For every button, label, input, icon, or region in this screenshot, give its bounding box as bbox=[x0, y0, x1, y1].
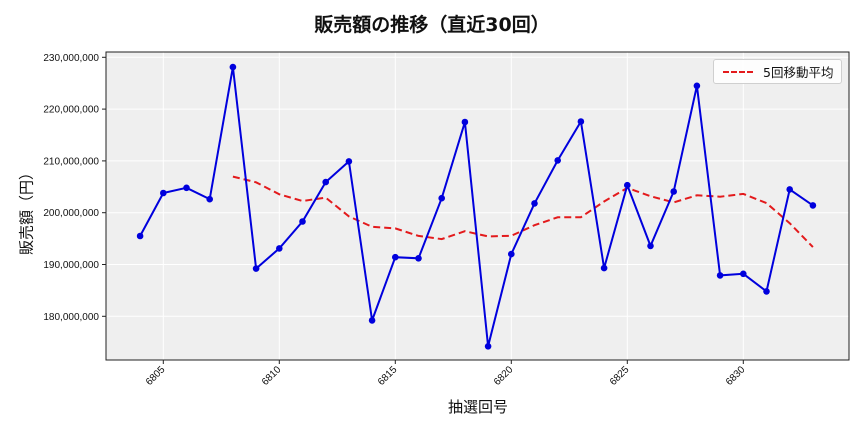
data-point bbox=[160, 189, 167, 197]
legend-label-moving-average: 5回移動平均 bbox=[763, 65, 834, 80]
data-point bbox=[206, 195, 213, 203]
data-point bbox=[438, 194, 446, 202]
y-axis-label: 販売額（円） bbox=[17, 164, 36, 256]
y-tick-label: 230,000,000 bbox=[43, 53, 99, 64]
data-point bbox=[531, 200, 538, 207]
data-point bbox=[624, 181, 631, 189]
data-point bbox=[183, 184, 190, 192]
plot-frame bbox=[105, 51, 850, 361]
sales-line bbox=[139, 66, 814, 347]
data-point bbox=[461, 118, 469, 126]
data-point bbox=[322, 178, 330, 186]
x-tick-label: 6815 bbox=[376, 364, 400, 388]
data-point bbox=[299, 218, 306, 225]
data-point bbox=[693, 82, 701, 90]
y-tick-label: 210,000,000 bbox=[43, 156, 99, 167]
data-point bbox=[786, 186, 793, 193]
data-point bbox=[670, 188, 677, 195]
data-point bbox=[600, 264, 608, 272]
data-point bbox=[229, 63, 237, 71]
data-point bbox=[368, 317, 376, 324]
y-tick-label: 220,000,000 bbox=[43, 105, 99, 116]
legend-dashed-line-icon bbox=[723, 70, 753, 73]
data-point bbox=[276, 245, 283, 252]
data-point bbox=[647, 242, 654, 250]
x-tick-label: 6820 bbox=[492, 364, 516, 388]
data-point bbox=[716, 272, 724, 279]
data-point bbox=[554, 157, 561, 164]
data-point bbox=[809, 202, 817, 209]
x-tick-label: 6830 bbox=[724, 364, 748, 388]
sales-markers bbox=[136, 63, 817, 350]
y-axis-ticks: 180,000,000 190,000,000 200,000,000 210,000… bbox=[43, 53, 106, 323]
plot-area bbox=[106, 52, 849, 360]
x-axis-label: 抽選回号 bbox=[447, 398, 509, 416]
data-point bbox=[392, 253, 399, 261]
data-point bbox=[740, 270, 747, 278]
y-tick-label: 200,000,000 bbox=[43, 208, 99, 219]
x-tick-label: 6805 bbox=[144, 364, 168, 388]
gridlines bbox=[106, 52, 849, 360]
data-point bbox=[252, 265, 260, 272]
data-point bbox=[345, 158, 353, 165]
legend: 5回移動平均 bbox=[713, 59, 842, 84]
x-axis-ticks: 6805 6810 6815 6820 6825 6830 bbox=[144, 360, 748, 388]
data-point bbox=[484, 343, 492, 350]
x-tick-label: 6825 bbox=[608, 364, 632, 388]
y-tick-label: 180,000,000 bbox=[43, 312, 99, 323]
data-point bbox=[763, 288, 770, 295]
data-point bbox=[415, 254, 422, 262]
data-point bbox=[577, 118, 585, 125]
y-tick-label: 190,000,000 bbox=[43, 260, 99, 271]
chart-title: 販売額の推移（直近30回） bbox=[314, 14, 550, 36]
data-point bbox=[508, 250, 515, 258]
data-point bbox=[136, 232, 144, 240]
x-tick-label: 6810 bbox=[260, 364, 284, 388]
